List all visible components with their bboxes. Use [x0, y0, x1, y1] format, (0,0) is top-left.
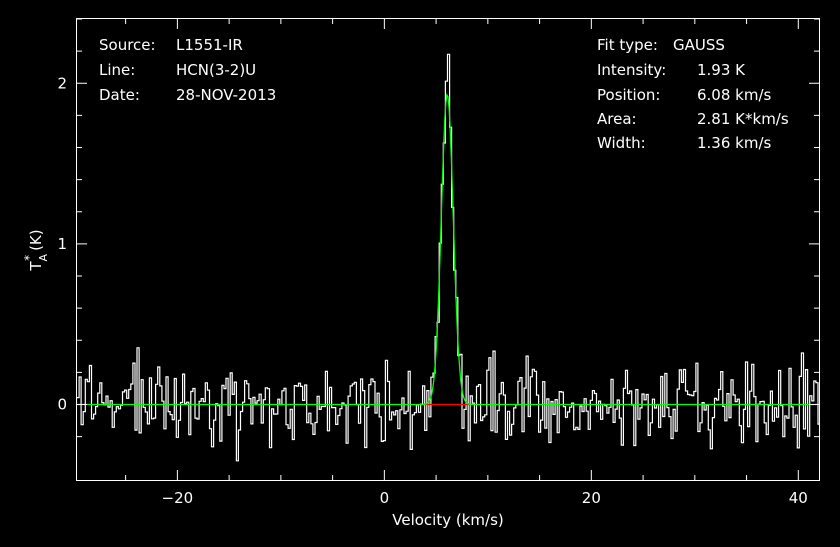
y-tick-label: 2 — [57, 74, 67, 92]
y-axis-label-unit: (K) — [27, 229, 45, 251]
axis-ticks: −20 0 20 40 0 1 2 — [57, 18, 819, 507]
source-label: Source: — [99, 36, 156, 54]
fit-width-label: Width: — [597, 134, 646, 152]
x-tick-label: 40 — [789, 489, 808, 507]
gaussian-fit-line — [77, 93, 819, 406]
fit-type-value: GAUSS — [673, 36, 725, 54]
line-value: HCN(3-2)U — [176, 61, 256, 79]
plot-frame — [76, 18, 820, 481]
fit-position-value: 6.08 km/s — [697, 86, 772, 104]
x-tick-label: −20 — [162, 489, 194, 507]
x-tick-label: 20 — [582, 489, 601, 507]
y-axis-label-main: T — [27, 261, 45, 272]
fit-intensity-label: Intensity: — [597, 61, 666, 79]
fit-position-label: Position: — [597, 86, 660, 104]
y-axis-label: TA* (K) — [22, 229, 50, 271]
fit-width-value: 1.36 km/s — [697, 134, 772, 152]
x-tick-label: 0 — [380, 489, 390, 507]
date-label: Date: — [99, 86, 140, 104]
x-axis-label: Velocity (km/s) — [392, 511, 503, 529]
fit-area-label: Area: — [597, 110, 637, 128]
fit-area-value: 2.81 K*km/s — [697, 110, 789, 128]
fit-type-label: Fit type: — [597, 36, 658, 54]
source-value: L1551-IR — [176, 36, 243, 54]
y-axis-label-sub: A — [37, 253, 50, 261]
line-label: Line: — [99, 61, 135, 79]
y-tick-label: 0 — [57, 396, 67, 414]
fit-intensity-value: 1.93 K — [697, 61, 746, 79]
y-axis-label-sup: * — [22, 255, 36, 261]
data-layer — [77, 53, 819, 462]
date-value: 28-NOV-2013 — [176, 86, 276, 104]
y-tick-label: 1 — [57, 235, 67, 253]
svg-text:TA*(K): TA* (K) — [22, 229, 50, 271]
spectrum-histogram-line — [77, 53, 819, 462]
